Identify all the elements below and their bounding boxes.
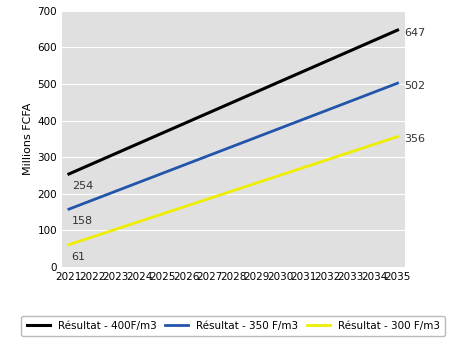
Y-axis label: Millions FCFA: Millions FCFA	[23, 103, 33, 175]
Résultat - 300 F/m3	[207, 196, 213, 200]
Résultat - 300 F/m3	[160, 212, 166, 216]
Text: 356: 356	[405, 134, 426, 144]
Résultat - 300 F/m3	[137, 219, 142, 224]
Résultat - 350 F/m3	[301, 117, 307, 121]
Résultat - 350 F/m3	[230, 144, 236, 148]
Résultat - 400F/m3	[254, 90, 259, 94]
Résultat - 300 F/m3	[230, 189, 236, 193]
Text: 647: 647	[405, 28, 426, 38]
Résultat - 300 F/m3	[183, 204, 189, 208]
Résultat - 400F/m3	[207, 110, 213, 115]
Résultat - 300 F/m3	[371, 142, 377, 147]
Résultat - 350 F/m3	[89, 198, 95, 202]
Résultat - 400F/m3	[183, 120, 189, 125]
Résultat - 350 F/m3	[348, 99, 354, 103]
Résultat - 350 F/m3	[66, 207, 72, 211]
Résultat - 350 F/m3	[324, 108, 330, 112]
Résultat - 300 F/m3	[301, 166, 307, 170]
Résultat - 300 F/m3	[113, 227, 119, 231]
Line: Résultat - 350 F/m3: Résultat - 350 F/m3	[69, 83, 397, 209]
Résultat - 350 F/m3	[254, 135, 259, 139]
Résultat - 300 F/m3	[66, 242, 72, 247]
Résultat - 350 F/m3	[395, 81, 400, 85]
Résultat - 400F/m3	[160, 131, 166, 135]
Résultat - 400F/m3	[89, 162, 95, 166]
Résultat - 350 F/m3	[278, 126, 283, 130]
Résultat - 350 F/m3	[113, 189, 119, 193]
Résultat - 400F/m3	[348, 48, 354, 53]
Line: Résultat - 300 F/m3: Résultat - 300 F/m3	[69, 137, 397, 245]
Résultat - 400F/m3	[66, 172, 72, 176]
Résultat - 400F/m3	[371, 38, 377, 42]
Legend: Résultat - 400F/m3, Résultat - 350 F/m3, Résultat - 300 F/m3: Résultat - 400F/m3, Résultat - 350 F/m3,…	[21, 316, 445, 336]
Résultat - 350 F/m3	[207, 153, 213, 157]
Résultat - 400F/m3	[278, 79, 283, 84]
Text: 254: 254	[72, 181, 93, 191]
Text: 61: 61	[72, 252, 86, 262]
Résultat - 350 F/m3	[137, 180, 142, 184]
Text: 502: 502	[405, 81, 426, 91]
Résultat - 400F/m3	[113, 151, 119, 156]
Résultat - 400F/m3	[395, 28, 400, 32]
Résultat - 300 F/m3	[324, 158, 330, 162]
Résultat - 300 F/m3	[254, 181, 259, 185]
Résultat - 300 F/m3	[278, 173, 283, 177]
Résultat - 400F/m3	[230, 100, 236, 104]
Résultat - 350 F/m3	[183, 162, 189, 166]
Résultat - 350 F/m3	[371, 90, 377, 94]
Résultat - 400F/m3	[137, 141, 142, 145]
Résultat - 350 F/m3	[160, 171, 166, 175]
Résultat - 300 F/m3	[89, 235, 95, 239]
Line: Résultat - 400F/m3: Résultat - 400F/m3	[69, 30, 397, 174]
Résultat - 300 F/m3	[348, 150, 354, 154]
Résultat - 300 F/m3	[395, 135, 400, 139]
Résultat - 400F/m3	[301, 69, 307, 73]
Text: 158: 158	[72, 216, 93, 226]
Résultat - 400F/m3	[324, 59, 330, 63]
